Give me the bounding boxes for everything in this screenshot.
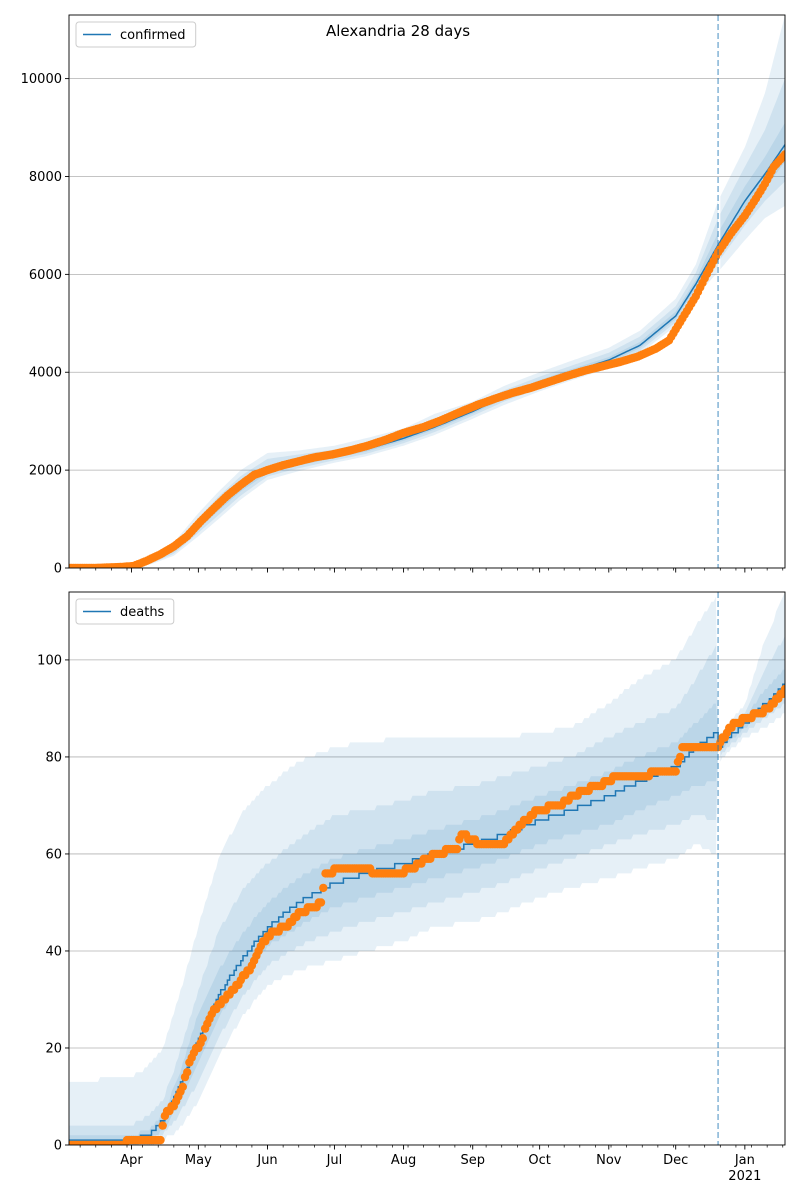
x-tick-label-1: May <box>185 1153 212 1168</box>
observed-point-60 <box>198 1034 207 1043</box>
y-tick-label-1: 20 <box>45 1041 62 1056</box>
y-tick-label-2: 40 <box>45 944 62 959</box>
observed-point-113 <box>316 898 326 907</box>
observed-point-321 <box>780 150 785 159</box>
confidence-band-2-0 <box>69 703 719 1145</box>
observed-point-42 <box>158 1121 167 1130</box>
y-tick-label-1: 2000 <box>29 464 62 479</box>
y-tick-label-5: 100 <box>37 653 62 668</box>
y-tick-label-3: 6000 <box>29 268 62 283</box>
confidence-band-1-0 <box>69 645 719 1145</box>
confidence-band-2-1 <box>720 122 785 251</box>
x-tick-label-3: Jul <box>326 1153 343 1168</box>
confirmed-chart-plot-area <box>69 15 785 568</box>
deaths-panel: 0 20 40 60 80 100 Apr May Jun Jul Aug Sep Oct Nov Dec J… <box>37 591 786 1184</box>
x-tick-label-2: Jun <box>256 1153 277 1168</box>
confirmed-panel: 0 2000 4000 6000 8000 10000 confirmed <box>21 14 786 577</box>
y-tick-label-4: 80 <box>45 750 62 765</box>
confirmed-chart-legend: confirmed <box>75 21 197 48</box>
observed-point-321 <box>780 684 785 694</box>
x-tick-label-7: Nov <box>596 1153 622 1168</box>
x-tick-label-5: Sep <box>460 1153 485 1168</box>
observed-point-51 <box>178 1082 187 1092</box>
x-tick-label-9: Jan <box>734 1153 755 1168</box>
x-tick-label-6: Oct <box>528 1153 550 1168</box>
observed-point-174 <box>452 844 462 854</box>
observed-point-114 <box>319 883 328 893</box>
observed-point-272 <box>671 767 680 776</box>
x-tick-label-9: 2021 <box>728 1169 761 1184</box>
legend-label: confirmed <box>120 28 186 43</box>
x-tick-label-4: Aug <box>391 1153 416 1168</box>
y-tick-label-4: 8000 <box>29 170 62 185</box>
observed-point-53 <box>183 1068 192 1077</box>
legend-box <box>75 21 197 48</box>
observed-point-41 <box>156 1135 165 1145</box>
deaths-chart-plot-area <box>69 592 785 1145</box>
y-tick-label-0: 0 <box>54 1139 62 1154</box>
y-tick-label-5: 10000 <box>21 72 62 87</box>
y-tick-label-0: 0 <box>54 562 62 577</box>
legend-box <box>75 598 175 625</box>
deaths-chart-legend: deaths <box>75 598 175 625</box>
x-tick-label-8: Dec <box>663 1153 688 1168</box>
y-tick-label-2: 4000 <box>29 366 62 381</box>
legend-label: deaths <box>120 605 165 620</box>
observed-point-274 <box>676 752 685 762</box>
deaths-chart-axes-frame <box>68 591 786 1146</box>
confidence-band-0-1 <box>720 15 785 270</box>
figure-title: Alexandria 28 days <box>326 22 470 40</box>
y-tick-label-3: 60 <box>45 847 62 862</box>
x-tick-label-0: Apr <box>120 1153 143 1168</box>
confirmed-chart-axes-frame <box>68 14 786 569</box>
